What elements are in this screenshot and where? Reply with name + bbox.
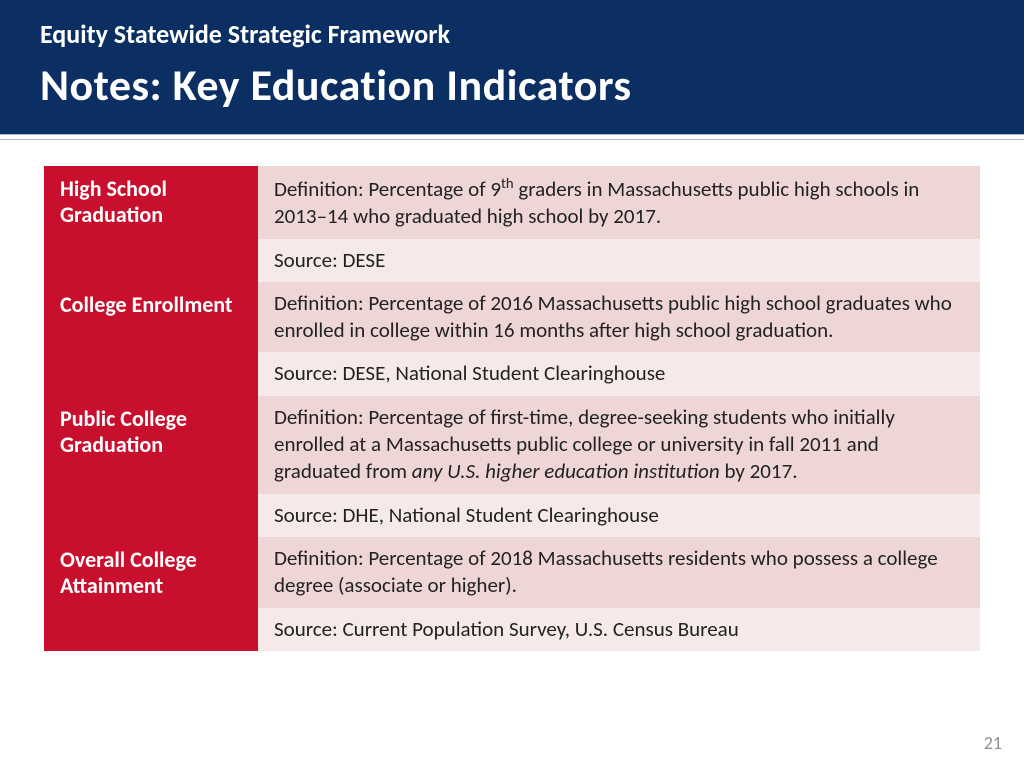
indicator-label: Public College Graduation (44, 396, 258, 537)
content-area: High School Graduation Definition: Perce… (0, 140, 1024, 651)
indicator-definition: Definition: Percentage of 2016 Massachus… (258, 282, 980, 353)
indicator-source: Source: Current Population Survey, U.S. … (258, 608, 980, 651)
indicator-definition: Definition: Percentage of 2018 Massachus… (258, 537, 980, 608)
indicator-label: High School Graduation (44, 166, 258, 282)
slide-subtitle: Equity Statewide Strategic Framework (40, 18, 984, 50)
indicator-source: Source: DESE, National Student Clearingh… (258, 352, 980, 395)
slide-header: Equity Statewide Strategic Framework Not… (0, 0, 1024, 134)
slide-title: Notes: Key Education Indicators (40, 58, 984, 112)
definition-text: Definition: Percentage of 9 (274, 176, 501, 202)
indicator-source: Source: DESE (258, 239, 980, 282)
page-number: 21 (984, 732, 1002, 754)
indicators-table: High School Graduation Definition: Perce… (44, 166, 980, 651)
slide: Equity Statewide Strategic Framework Not… (0, 0, 1024, 768)
table-row: High School Graduation Definition: Perce… (44, 166, 980, 239)
indicator-source: Source: DHE, National Student Clearingho… (258, 494, 980, 537)
definition-text: by 2017. (720, 458, 798, 484)
table-row: College Enrollment Definition: Percentag… (44, 282, 980, 353)
indicator-label: College Enrollment (44, 282, 258, 396)
definition-italic: any U.S. higher education institution (412, 458, 720, 484)
table-row: Public College Graduation Definition: Pe… (44, 396, 980, 494)
table-row: Overall College Attainment Definition: P… (44, 537, 980, 608)
indicator-definition: Definition: Percentage of 9th graders in… (258, 166, 980, 239)
definition-superscript: th (501, 174, 514, 192)
indicator-label: Overall College Attainment (44, 537, 258, 651)
indicator-definition: Definition: Percentage of first-time, de… (258, 396, 980, 494)
